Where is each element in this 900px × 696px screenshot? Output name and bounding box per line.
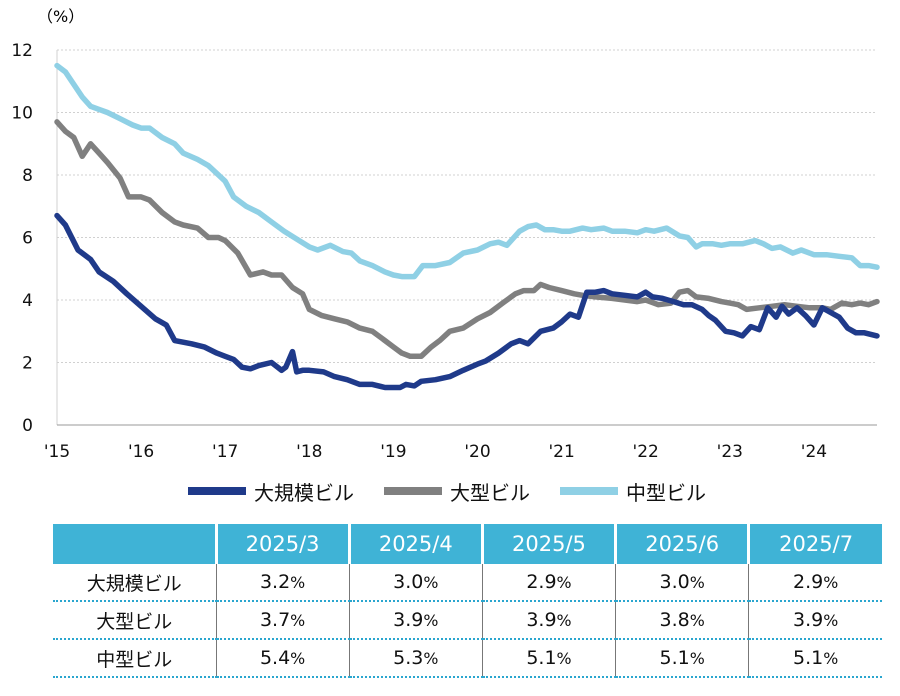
vacancy-table: 2025/3 2025/4 2025/5 2025/6 2025/7 大規模ビル… (53, 524, 882, 678)
legend: 大規模ビル 大型ビル 中型ビル (188, 476, 736, 506)
x-tick-label: '24 (801, 442, 827, 462)
table-cell: 5.1% (481, 638, 616, 678)
legend-label-large: 大型ビル (450, 480, 530, 505)
table-cell: 3.0% (615, 564, 749, 601)
y-tick-label: 0 (22, 416, 33, 436)
y-tick-label: 10 (11, 104, 33, 124)
x-tick-label: '22 (633, 442, 659, 462)
row-label: 中型ビル (53, 638, 216, 678)
table-row: 大規模ビル 3.2% 3.0% 2.9% 3.0% 2.9% (53, 564, 882, 601)
table-header-row: 2025/3 2025/4 2025/5 2025/6 2025/7 (53, 524, 882, 564)
y-tick-label: 12 (11, 41, 33, 61)
y-tick-label: 4 (22, 291, 33, 311)
legend-swatch-large-scale (188, 487, 246, 495)
table-cell: 3.9% (481, 600, 616, 639)
x-tick-label: '23 (717, 442, 743, 462)
series-line-1 (54, 119, 880, 360)
column-header: 2025/7 (747, 524, 882, 564)
table-cell: 3.8% (615, 600, 749, 639)
y-unit-label: （%） (37, 7, 84, 26)
x-tick-label: '16 (128, 442, 154, 462)
y-tick-label: 6 (22, 229, 33, 249)
table-cell: 5.4% (215, 638, 350, 678)
legend-item-mid: 中型ビル (560, 477, 706, 506)
series-line-0 (54, 212, 880, 391)
table-cell: 3.0% (348, 564, 483, 601)
gridlines (56, 49, 877, 426)
y-tick-label: 8 (22, 166, 33, 186)
column-header: 2025/3 (214, 524, 350, 564)
table-row: 大型ビル 3.7% 3.9% 3.9% 3.8% 3.9% (53, 600, 882, 639)
legend-swatch-mid (560, 487, 618, 495)
table-cell: 2.9% (748, 564, 882, 601)
x-tick-label: '17 (212, 442, 238, 462)
legend-label-large-scale: 大規模ビル (254, 480, 354, 505)
table-cell: 5.3% (348, 638, 483, 678)
legend-item-large: 大型ビル (384, 477, 530, 506)
table-cell: 2.9% (481, 564, 616, 601)
line-chart: 0 2 4 6 8 10 12 '15 '16 '17 '18 '19 '20 '21 '22 '23 '24… (11, 7, 880, 462)
series-line-2 (54, 62, 880, 280)
table-corner-cell (53, 524, 216, 564)
x-tick-label: '19 (380, 442, 406, 462)
table-cell: 3.9% (748, 600, 882, 639)
x-tick-label: '15 (44, 442, 70, 462)
legend-item-large-scale: 大規模ビル (188, 477, 354, 506)
table-cell: 5.1% (748, 638, 882, 678)
legend-swatch-large (384, 487, 442, 495)
table-cell: 3.7% (215, 600, 350, 639)
table-row: 中型ビル 5.4% 5.3% 5.1% 5.1% 5.1% (53, 638, 882, 678)
column-header: 2025/4 (347, 524, 483, 564)
x-tick-label: '18 (296, 442, 322, 462)
y-axis: 0 2 4 6 8 10 12 (11, 41, 33, 436)
series-lines (54, 62, 880, 391)
row-label: 大型ビル (53, 600, 216, 639)
legend-label-mid: 中型ビル (626, 480, 706, 505)
x-axis: '15 '16 '17 '18 '19 '20 '21 '22 '23 '24 (44, 442, 827, 462)
y-tick-label: 2 (22, 354, 33, 374)
table-cell: 3.2% (215, 564, 350, 601)
row-label: 大規模ビル (86, 572, 182, 595)
x-tick-label: '20 (464, 442, 490, 462)
column-header: 2025/5 (480, 524, 616, 564)
column-header: 2025/6 (614, 524, 749, 564)
table-cell: 3.9% (348, 600, 483, 639)
x-tick-label: '21 (548, 442, 574, 462)
table-cell: 5.1% (615, 638, 749, 678)
